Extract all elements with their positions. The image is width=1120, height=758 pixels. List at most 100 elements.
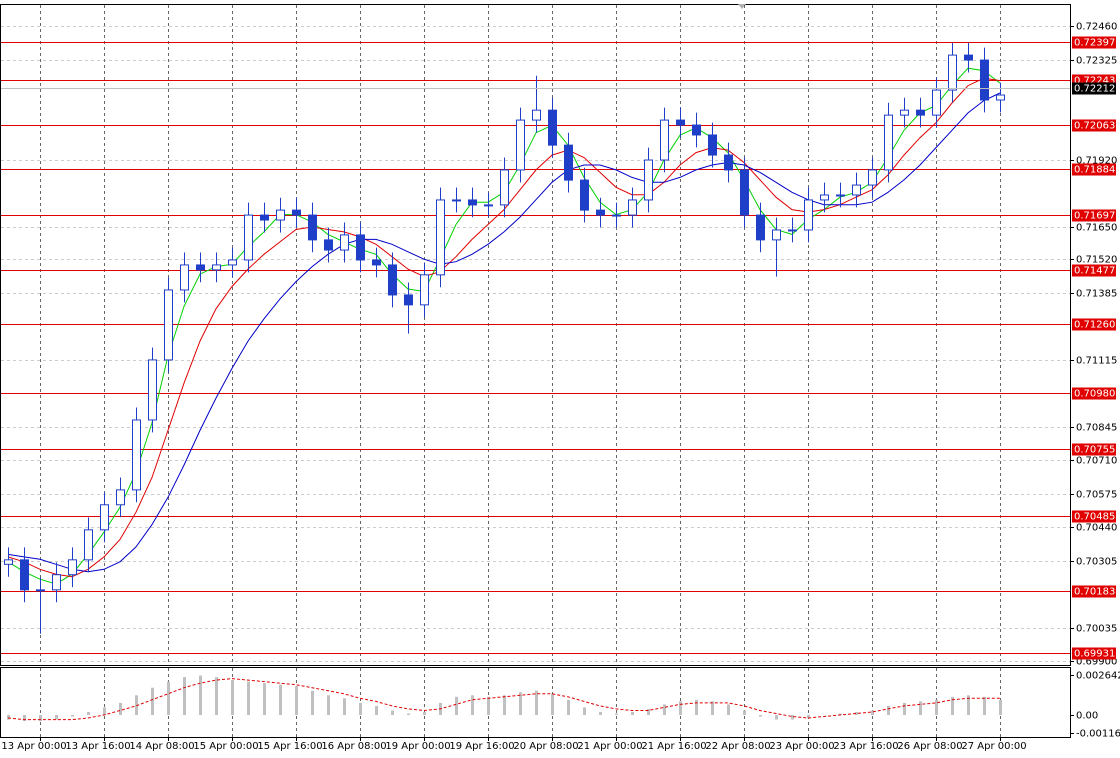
candle-body (628, 199, 637, 216)
candle-body (228, 259, 237, 266)
candle-body (356, 234, 365, 261)
candle-body (932, 89, 941, 116)
x-tick-label: 13 Apr 00:00 (1, 741, 66, 752)
candle-body (500, 169, 509, 206)
candle-body (196, 264, 205, 271)
x-tick-label: 21 Apr 16:00 (641, 741, 706, 752)
x-tick-label: 27 Apr 00:00 (961, 741, 1026, 752)
y-tick-label: 0.71920 (1076, 156, 1117, 167)
candle-body (740, 169, 749, 216)
candle-body (180, 264, 189, 291)
y-tick-label: 0.71115 (1076, 356, 1117, 367)
x-tick-label: 21 Apr 00:00 (577, 741, 642, 752)
candle-body (404, 294, 413, 306)
x-tick-label: 14 Apr 08:00 (129, 741, 194, 752)
candle-body (308, 214, 317, 241)
candle-body (692, 124, 701, 136)
candle-body (260, 214, 269, 221)
candle-body (532, 109, 541, 121)
candle-body (676, 119, 685, 126)
candle-body (164, 289, 173, 361)
y-tick-label: 0.71520 (1076, 255, 1117, 266)
candle-body (724, 154, 733, 171)
candle-body (484, 204, 493, 207)
x-tick-label: 19 Apr 16:00 (449, 741, 514, 752)
x-tick-label: 20 Apr 08:00 (513, 741, 578, 752)
candle-body (20, 559, 29, 591)
x-tick-label: 15 Apr 00:00 (193, 741, 258, 752)
level-label: 0.70755 (1074, 445, 1115, 456)
y-tick-label: 0.72460 (1076, 22, 1117, 33)
candle-body (436, 199, 445, 276)
current-price-label: 0.72212 (1074, 84, 1115, 95)
x-tick-label: 13 Apr 16:00 (65, 741, 130, 752)
moving-average (7, 92, 1001, 573)
level-label-bg (1072, 119, 1116, 132)
candle-body (996, 94, 1005, 101)
main-panel (0, 4, 1071, 666)
level-label: 0.71697 (1074, 211, 1115, 222)
candle-body (564, 144, 573, 181)
level-label-bg (1072, 387, 1116, 400)
level-label: 0.71260 (1074, 320, 1115, 331)
candle-body (916, 109, 925, 116)
level-label: 0.71477 (1074, 266, 1115, 277)
candle-body (84, 529, 93, 561)
candle-body (468, 199, 477, 206)
y-tick-label: 0.70845 (1076, 423, 1117, 434)
level-label-bg (1072, 36, 1116, 49)
level-label-bg (1072, 443, 1116, 456)
candle-body (148, 359, 157, 421)
candle-body (644, 159, 653, 201)
y-tick-label: 0.72325 (1076, 56, 1117, 67)
candle-body (340, 234, 349, 251)
candle-body (36, 589, 45, 592)
current-price-bg (1072, 82, 1116, 95)
y-tick-label: 0.70575 (1076, 490, 1117, 501)
level-label: 0.69931 (1074, 649, 1115, 660)
candle-body (292, 209, 301, 216)
candle-body (964, 54, 973, 61)
candle-body (756, 214, 765, 241)
candle-body (276, 209, 285, 221)
x-tick-label: 22 Apr 08:00 (705, 741, 770, 752)
y-tick-label: 0.70305 (1076, 557, 1117, 568)
signal-line (7, 678, 1000, 721)
candle-body (372, 259, 381, 266)
candle-body (68, 559, 77, 576)
level-label: 0.72243 (1074, 76, 1115, 87)
level-label: 0.72397 (1074, 38, 1115, 49)
candle-body (420, 274, 429, 306)
level-label: 0.70980 (1074, 389, 1115, 400)
candle-body (948, 54, 957, 91)
candle-body (772, 229, 781, 241)
y-tick-label: 0.70035 (1076, 624, 1117, 635)
level-label: 0.72063 (1074, 121, 1115, 132)
candle-body (708, 134, 717, 156)
y-tick-label: 0.69900 (1076, 657, 1117, 668)
candle-body (324, 239, 333, 251)
y-tick-label: -0.001166 (1076, 729, 1120, 740)
level-label: 0.70485 (1074, 512, 1115, 523)
level-label: 0.70183 (1074, 587, 1115, 598)
x-tick-label: 23 Apr 16:00 (833, 741, 898, 752)
x-tick-label: 23 Apr 00:00 (769, 741, 834, 752)
y-tick-label: 0.002642 (1076, 671, 1120, 682)
candle-body (868, 169, 877, 186)
candle-body (548, 109, 557, 146)
candle-body (212, 264, 221, 271)
level-label-bg (1072, 209, 1116, 222)
y-tick-label: 0.70710 (1076, 456, 1117, 467)
candle-body (836, 194, 845, 197)
candle-body (596, 209, 605, 216)
candle-body (804, 199, 813, 231)
candle-body (452, 199, 461, 202)
candle-body (820, 194, 829, 201)
candle-body (516, 119, 525, 171)
candle-body (660, 119, 669, 161)
shift-marker (738, 4, 746, 9)
candle-body (900, 109, 909, 116)
candle-body (4, 559, 13, 565)
y-tick-label: 0.00 (1076, 711, 1098, 722)
